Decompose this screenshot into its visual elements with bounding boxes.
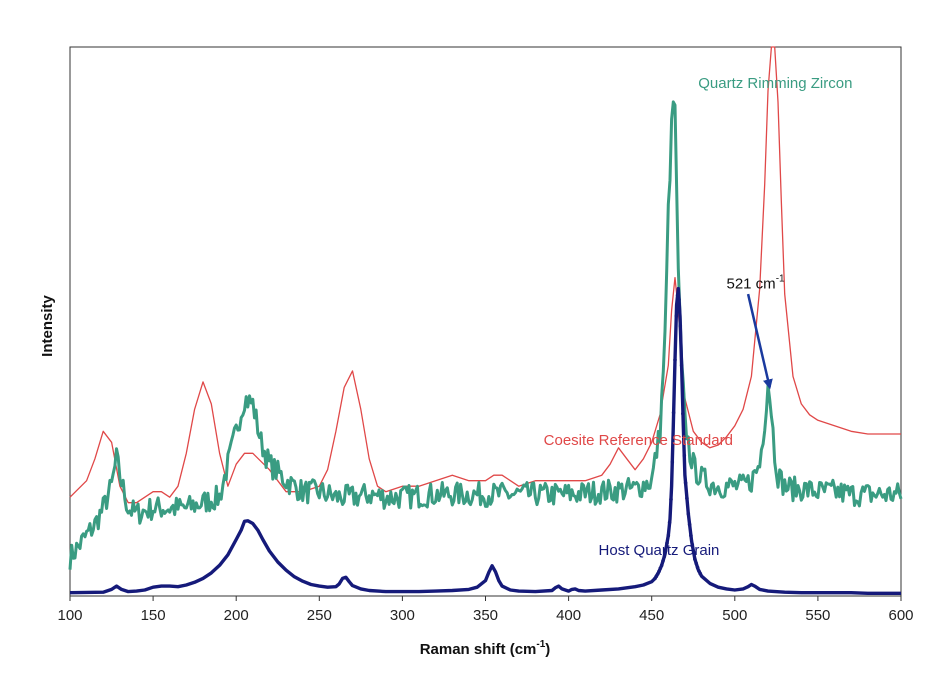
host-data-point	[658, 566, 663, 571]
host-data-point	[674, 314, 679, 318]
plot-area	[69, 46, 902, 597]
host-data-point	[695, 565, 700, 570]
host-data-point	[682, 453, 687, 458]
host-data-point	[678, 324, 683, 328]
annotation-arrow	[746, 293, 773, 390]
host-data-point	[657, 569, 661, 574]
host-series-line	[69, 286, 901, 595]
host-data-point	[671, 410, 676, 415]
host-data-point	[677, 297, 681, 302]
coesite-series-label: Coesite Reference Standard	[544, 432, 733, 449]
host-data-point	[661, 559, 665, 563]
host-series-label: Host Quartz Grain	[599, 542, 720, 559]
x-axis-tick-labels: 100 150 200 250 300 350 400 450 500 550 600	[57, 607, 913, 624]
x-tick-label-450: 450	[639, 607, 664, 624]
x-axis-ticks	[69, 596, 902, 601]
host-data-point	[683, 481, 688, 485]
x-tick-label-150: 150	[141, 607, 166, 624]
host-data-point	[673, 358, 677, 362]
y-axis-title: Intensity	[39, 295, 56, 357]
x-axis-title: Raman shift (cm-1)	[420, 639, 551, 658]
host-data-point	[670, 460, 675, 464]
x-tick-label-600: 600	[888, 607, 913, 624]
host-data-point	[679, 363, 684, 368]
host-data-point	[694, 561, 698, 566]
host-data-point	[698, 571, 702, 576]
host-data-point	[663, 548, 668, 553]
host-data-point	[666, 533, 671, 538]
host-data-point	[659, 563, 664, 568]
x-tick-label-500: 500	[722, 607, 747, 624]
peak-annotation: 521 cm-1	[726, 274, 785, 390]
host-data-point	[691, 550, 696, 554]
x-tick-label-400: 400	[556, 607, 581, 624]
host-data-point	[669, 497, 673, 502]
x-tick-label-300: 300	[390, 607, 415, 624]
host-data-point	[690, 542, 695, 547]
x-tick-label-200: 200	[224, 607, 249, 624]
host-data-point	[667, 520, 672, 525]
host-data-point	[681, 411, 685, 416]
host-data-point	[662, 554, 667, 559]
host-data-point	[685, 496, 689, 501]
host-data-point	[689, 533, 693, 538]
series-labels: Coesite Reference Standard Quartz Rimming…	[544, 75, 853, 559]
annotation-label: 521 cm-1	[726, 274, 785, 293]
x-tick-label-550: 550	[805, 607, 830, 624]
x-tick-label-250: 250	[307, 607, 332, 624]
x-tick-label-100: 100	[57, 607, 82, 624]
x-tick-label-350: 350	[473, 607, 498, 624]
series-lines	[68, 46, 903, 595]
host-data-point	[686, 511, 691, 516]
host-data-point	[693, 557, 697, 561]
rim-series-label: Quartz Rimming Zircon	[698, 75, 852, 92]
host-data-point	[665, 541, 669, 545]
host-data-point	[675, 293, 680, 297]
host-data-point	[687, 522, 692, 527]
rim-series-line	[68, 100, 903, 570]
